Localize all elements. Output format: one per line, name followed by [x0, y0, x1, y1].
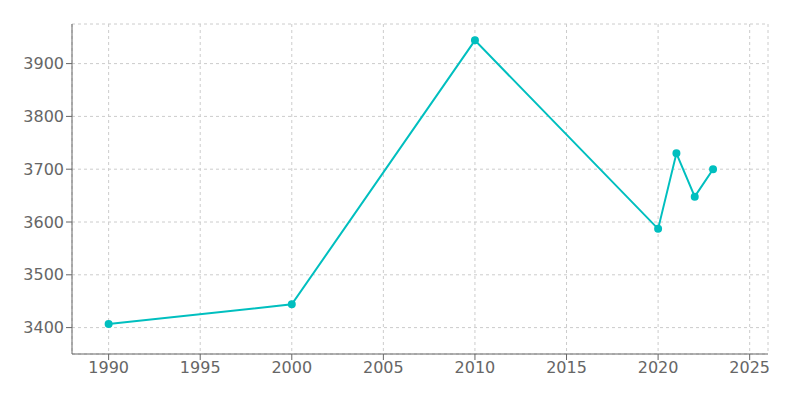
svg-text:3800: 3800 [23, 107, 64, 126]
svg-text:2000: 2000 [271, 358, 312, 377]
svg-text:1990: 1990 [88, 358, 129, 377]
svg-text:2005: 2005 [363, 358, 404, 377]
svg-text:3600: 3600 [23, 213, 64, 232]
svg-text:3400: 3400 [23, 318, 64, 337]
svg-text:2010: 2010 [455, 358, 496, 377]
svg-text:2020: 2020 [638, 358, 679, 377]
svg-text:3500: 3500 [23, 265, 64, 284]
svg-text:3700: 3700 [23, 160, 64, 179]
svg-text:3900: 3900 [23, 54, 64, 73]
svg-text:2015: 2015 [546, 358, 587, 377]
svg-text:1995: 1995 [180, 358, 221, 377]
svg-text:2025: 2025 [729, 358, 770, 377]
